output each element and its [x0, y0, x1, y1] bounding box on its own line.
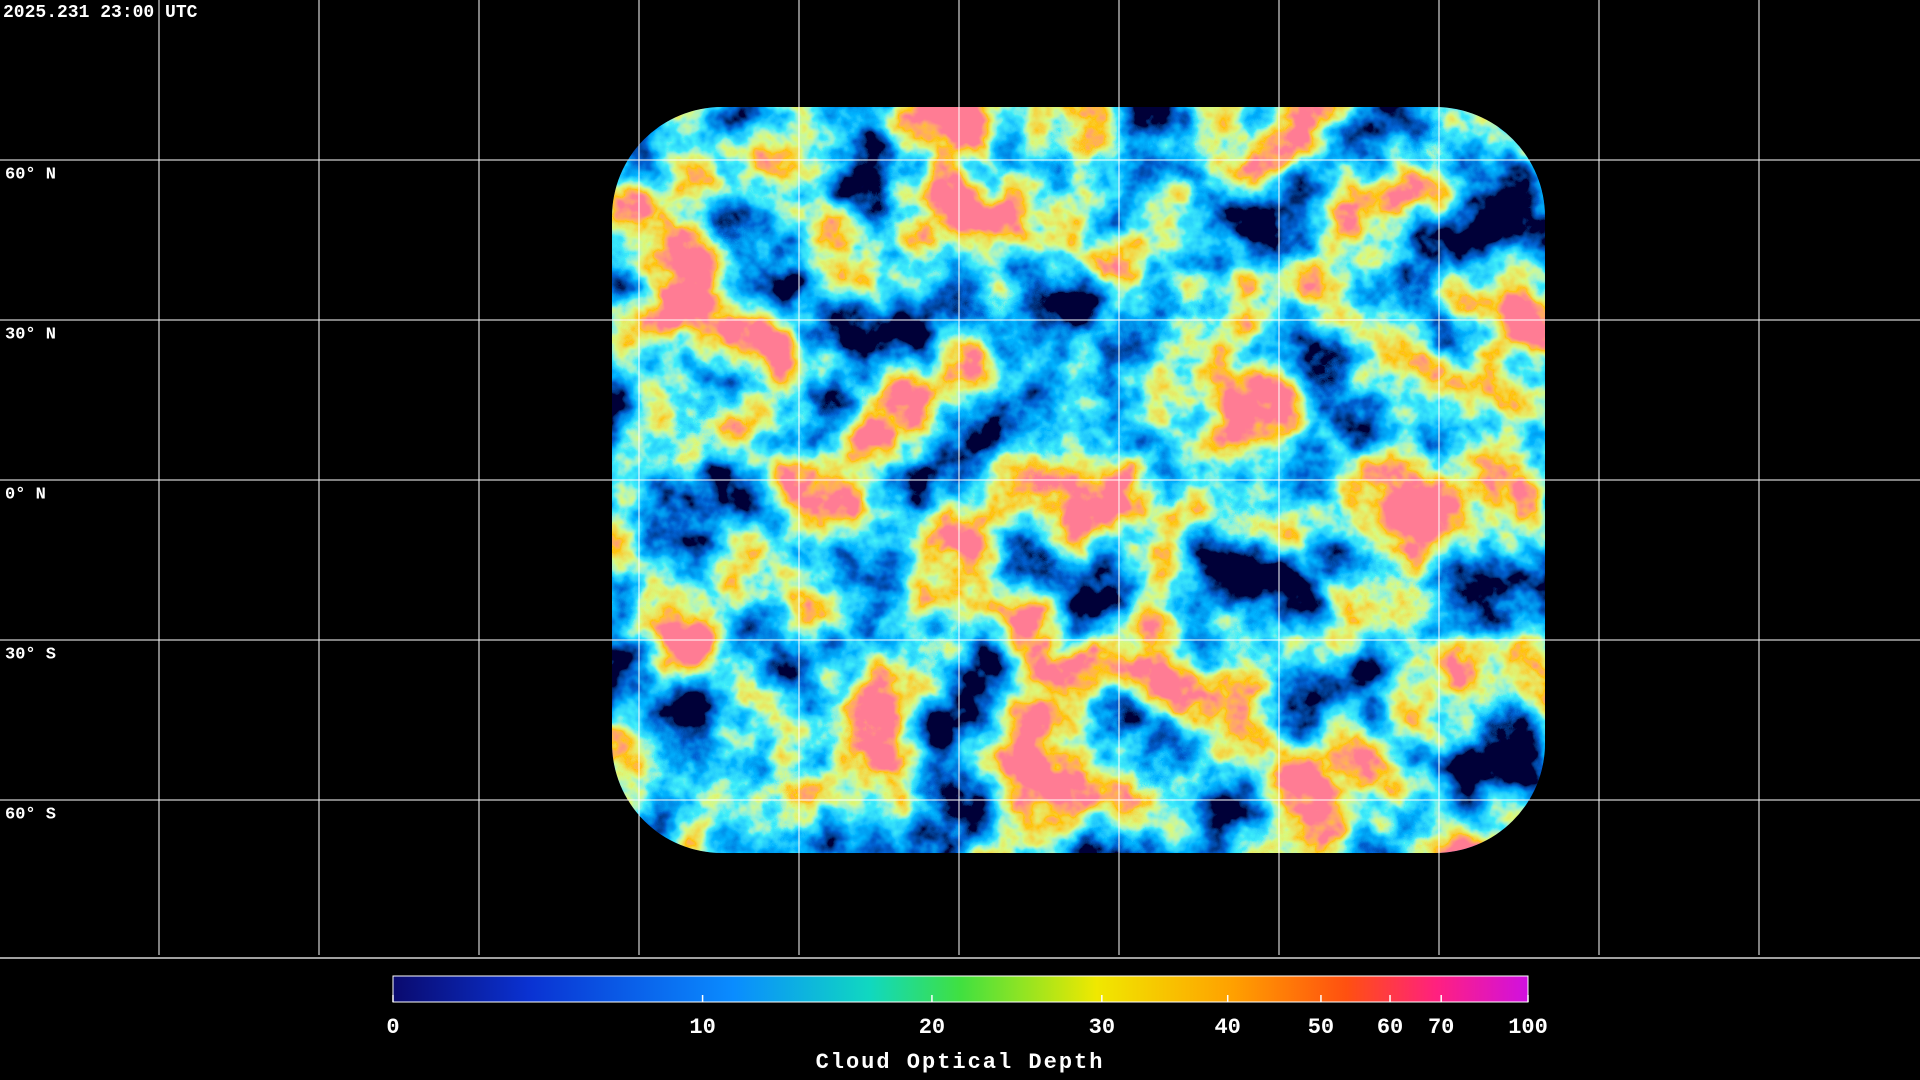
latitude-label: 60° S: [5, 805, 56, 824]
latitude-label: 0° N: [5, 485, 46, 504]
colorbar-tick-label: 40: [1214, 1015, 1240, 1040]
colorbar-tick-label: 20: [919, 1015, 945, 1040]
latitude-label: 60° N: [5, 165, 56, 184]
colorbar-tick-label: 10: [689, 1015, 715, 1040]
colorbar-tick-label: 30: [1089, 1015, 1115, 1040]
graticule: [0, 0, 1920, 955]
colorbar-tick-label: 60: [1377, 1015, 1403, 1040]
colorbar-tick-label: 70: [1428, 1015, 1454, 1040]
colorbar-title: Cloud Optical Depth: [816, 1050, 1105, 1075]
latitude-label: 30° S: [5, 645, 56, 664]
colorbar-tick-label: 0: [386, 1015, 399, 1040]
colorbar: [392, 975, 1529, 1003]
latitude-label: 30° N: [5, 325, 56, 344]
colorbar-tick-label: 50: [1308, 1015, 1334, 1040]
timestamp: 2025.231 23:00 UTC: [3, 3, 198, 23]
colorbar-tick-label: 100: [1508, 1015, 1548, 1040]
